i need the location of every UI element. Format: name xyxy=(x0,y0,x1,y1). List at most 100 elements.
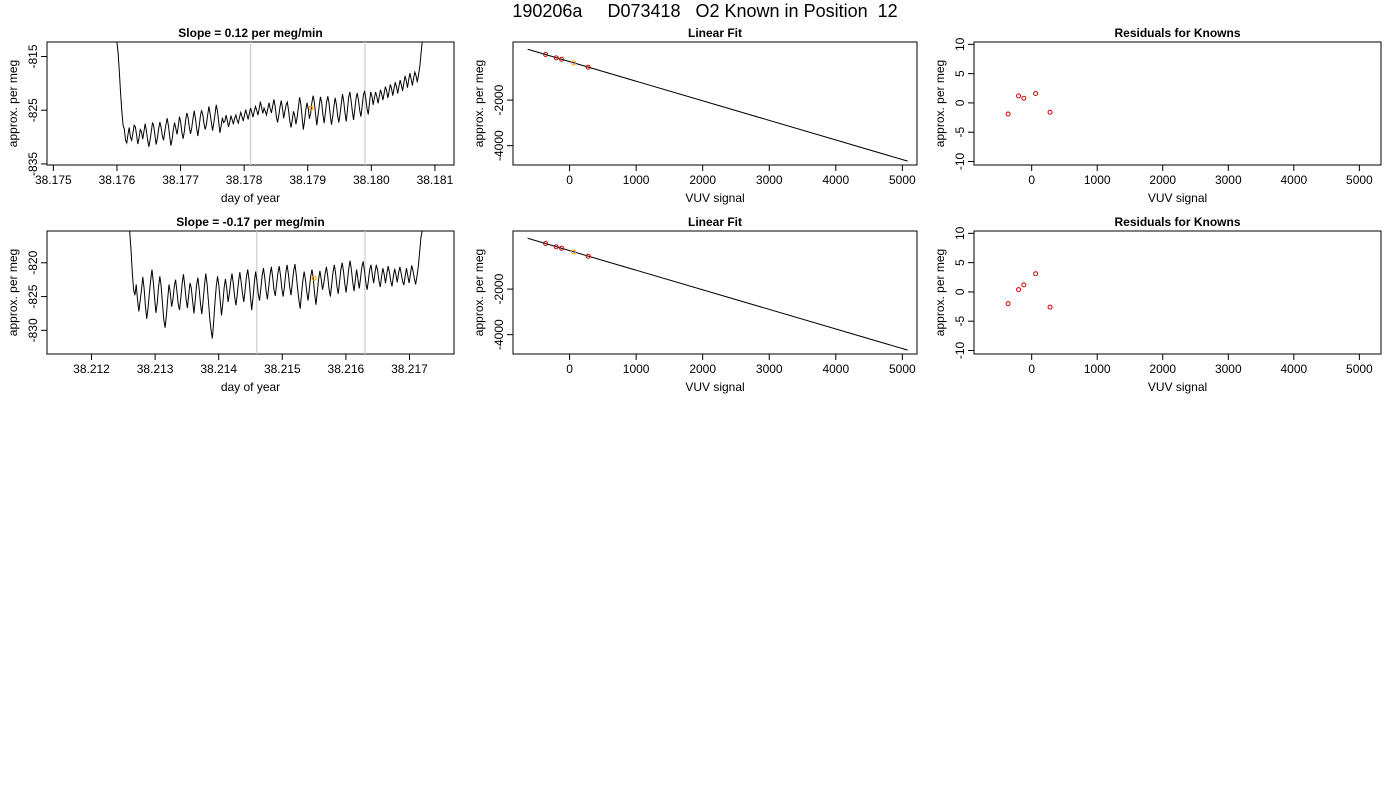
x-tick-label: 1000 xyxy=(1084,173,1111,187)
x-axis-label: VUV signal xyxy=(685,191,744,205)
y-tick-label: 5 xyxy=(953,259,967,266)
data-point xyxy=(585,253,591,259)
data-point xyxy=(1047,304,1053,310)
y-tick-label: 10 xyxy=(953,226,967,240)
plot-area xyxy=(527,48,908,162)
x-tick-label: 4000 xyxy=(822,362,849,376)
data-point xyxy=(543,52,549,58)
y-tick-label: -2000 xyxy=(492,273,506,304)
x-tick-label: 38.181 xyxy=(417,173,454,187)
plot-area xyxy=(1005,91,1053,117)
x-tick-label: 4000 xyxy=(1280,362,1307,376)
x-tick-label: 38.177 xyxy=(162,173,199,187)
y-tick-label: -830 xyxy=(26,318,40,342)
y-tick-label: 10 xyxy=(953,37,967,51)
data-point xyxy=(571,60,577,66)
x-tick-label: 38.180 xyxy=(353,173,390,187)
data-point xyxy=(559,245,565,251)
x-tick-label: 1000 xyxy=(1084,362,1111,376)
x-tick-label: 38.217 xyxy=(391,362,428,376)
x-axis-label: day of year xyxy=(221,191,280,205)
data-point xyxy=(585,64,591,70)
data-point xyxy=(553,55,559,61)
data-point xyxy=(1033,91,1039,97)
y-axis-label: approx. per meg xyxy=(6,249,20,336)
series-marker xyxy=(308,105,314,111)
y-tick-label: -825 xyxy=(26,98,40,122)
chart-title: Linear Fit xyxy=(688,26,742,40)
data-point xyxy=(1021,95,1027,101)
x-tick-label: 2000 xyxy=(689,362,716,376)
chart-title: Slope = -0.17 per meg/min xyxy=(176,215,324,229)
series-marker xyxy=(311,275,317,281)
data-point xyxy=(1005,111,1011,117)
x-tick-label: 38.178 xyxy=(226,173,263,187)
x-tick-label: 2000 xyxy=(1149,173,1176,187)
x-tick-label: 2000 xyxy=(689,173,716,187)
data-point xyxy=(553,244,559,250)
y-tick-label: -4000 xyxy=(492,319,506,350)
y-tick-label: -5 xyxy=(953,127,967,138)
y-tick-label: -835 xyxy=(26,152,40,176)
x-tick-label: 38.179 xyxy=(289,173,326,187)
data-point xyxy=(1016,93,1022,99)
plot-area xyxy=(1005,271,1053,310)
y-axis-label: approx. per meg xyxy=(933,249,947,336)
data-point xyxy=(1021,282,1027,288)
x-tick-label: 38.213 xyxy=(137,362,174,376)
data-point xyxy=(1033,271,1039,277)
y-axis-label: approx. per meg xyxy=(6,60,20,147)
chart-title: Residuals for Knowns xyxy=(1114,26,1240,40)
chart-2: Linear Fit 0 1000 2000 3000 4000 5000 -2000 -400… xyxy=(472,26,918,205)
x-tick-label: 38.216 xyxy=(328,362,365,376)
y-tick-label: -825 xyxy=(26,284,40,308)
x-tick-label: 0 xyxy=(566,173,573,187)
x-tick-label: 3000 xyxy=(756,173,783,187)
y-axis-label: approx. per meg xyxy=(472,249,486,336)
x-tick-label: 5000 xyxy=(1346,173,1373,187)
y-axis-label: approx. per meg xyxy=(472,60,486,147)
data-point xyxy=(543,241,549,247)
x-tick-label: 0 xyxy=(1028,173,1035,187)
x-tick-label: 38.175 xyxy=(35,173,72,187)
plot-area xyxy=(129,231,423,354)
series-line xyxy=(116,42,423,147)
x-tick-label: 38.214 xyxy=(200,362,237,376)
y-tick-label: -4000 xyxy=(492,130,506,161)
x-tick-label: 1000 xyxy=(623,362,650,376)
y-tick-label: 5 xyxy=(953,70,967,77)
chart-1: Slope = 0.12 per meg/min 38.175 38.176 38.1… xyxy=(6,26,455,205)
x-tick-label: 3000 xyxy=(756,362,783,376)
plot-frame xyxy=(512,230,918,355)
fit-line xyxy=(527,48,908,162)
y-tick-label: -2000 xyxy=(492,84,506,115)
plot-area xyxy=(116,42,423,165)
x-axis-label: VUV signal xyxy=(1148,380,1207,394)
data-point xyxy=(1047,109,1053,115)
x-tick-label: 5000 xyxy=(889,362,916,376)
data-point xyxy=(1016,287,1022,293)
x-axis-label: VUV signal xyxy=(685,380,744,394)
chart-title: Linear Fit xyxy=(688,215,742,229)
x-tick-label: 38.215 xyxy=(264,362,301,376)
y-tick-label: -10 xyxy=(953,152,967,170)
x-tick-label: 38.176 xyxy=(99,173,136,187)
data-point xyxy=(571,249,577,255)
plot-frame xyxy=(973,230,1382,355)
chart-6: Residuals for Knowns 0 1000 2000 3000 4000 500… xyxy=(933,215,1382,394)
data-point xyxy=(1005,301,1011,307)
x-tick-label: 1000 xyxy=(623,173,650,187)
chart-title: Slope = 0.12 per meg/min xyxy=(178,26,322,40)
chart-4: Slope = -0.17 per meg/min 38.212 38.213 38.… xyxy=(6,215,455,394)
x-tick-label: 0 xyxy=(1028,362,1035,376)
y-tick-label: 0 xyxy=(953,99,967,106)
chart-title: Residuals for Knowns xyxy=(1114,215,1240,229)
x-tick-label: 3000 xyxy=(1215,173,1242,187)
y-tick-label: 0 xyxy=(953,288,967,295)
y-tick-label: -815 xyxy=(26,44,40,68)
x-tick-label: 0 xyxy=(566,362,573,376)
data-point xyxy=(559,56,565,62)
x-tick-label: 3000 xyxy=(1215,362,1242,376)
page-title: 190206a D073418 O2 Known in Position 12 xyxy=(512,1,898,21)
